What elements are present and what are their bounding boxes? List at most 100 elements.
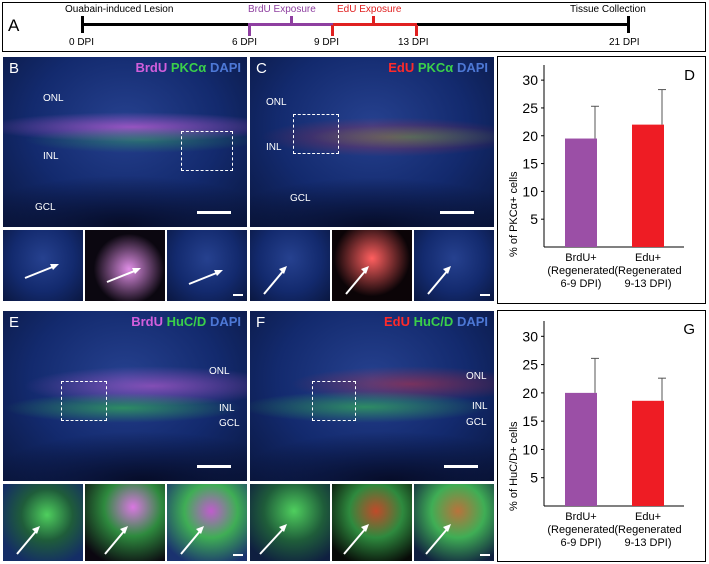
chart-d-ytick-label-2: 15 xyxy=(522,156,538,172)
inset-b-3 xyxy=(166,229,248,302)
huc-band xyxy=(3,393,243,423)
arrow-icon xyxy=(104,526,128,555)
chart-g-bar-1 xyxy=(632,400,664,506)
inset-scale-bar-b xyxy=(233,294,243,296)
micrograph-f: F EdU HuC/D DAPI ONL INL GCL xyxy=(249,310,495,482)
arrow-icon xyxy=(106,268,141,283)
timeline-tick-brdu-mid xyxy=(290,16,293,24)
timeline-tick-0 xyxy=(81,16,84,33)
panel-c-letter: C xyxy=(256,60,267,77)
chart-d-letter: D xyxy=(684,67,695,84)
chart-g-category-label-0-0: BrdU+ xyxy=(565,511,597,523)
layer-gcl-f: GCL xyxy=(466,417,487,428)
layer-onl-e: ONL xyxy=(209,366,230,377)
layer-onl-c: ONL xyxy=(266,97,287,108)
arrow-icon xyxy=(16,526,40,555)
timeline-tick-label-13: 13 DPI xyxy=(398,37,429,48)
arrow-icon xyxy=(259,524,287,555)
panel-f-stain-2: HuC/D xyxy=(413,314,454,329)
panel-b-stain-2: PKCα xyxy=(170,60,207,75)
scale-bar-f xyxy=(444,465,478,468)
edu-cell-band xyxy=(260,117,494,157)
layer-inl-e: INL xyxy=(219,403,235,414)
arrow-icon xyxy=(24,264,59,279)
inset-f-3 xyxy=(413,483,495,562)
chart-g-category-label-1-1: (Regenerated xyxy=(614,524,681,536)
layer-gcl-c: GCL xyxy=(290,193,311,204)
inset-region-b xyxy=(181,131,233,171)
panel-f-letter: F xyxy=(256,314,266,331)
panel-f-stains: EdU HuC/D DAPI xyxy=(384,314,488,329)
timeline-tick-13 xyxy=(415,25,418,36)
timeline-tick-label-21: 21 DPI xyxy=(609,37,640,48)
timeline-tick-label-0: 0 DPI xyxy=(69,37,95,48)
scale-bar-b xyxy=(197,211,231,214)
panel-b-stains: BrdU PKCα DAPI xyxy=(135,60,241,75)
micrograph-c: C EdU PKCα DAPI ONL INL GCL xyxy=(249,56,495,228)
panel-b-letter: B xyxy=(9,60,20,77)
chart-g-category-label-1-0: Edu+ xyxy=(635,511,661,523)
inset-c-2 xyxy=(331,229,413,302)
chart-d-panel: D % of PKCα+ cells 5 10 15 20 25 30 BrdU+ (Rege… xyxy=(497,56,706,304)
inset-region-f xyxy=(312,381,356,421)
inset-c-1 xyxy=(249,229,331,302)
panel-f-stain-3: DAPI xyxy=(456,314,488,329)
timeline-tick-9 xyxy=(331,25,334,36)
chart-g-ytick-label-3: 20 xyxy=(522,385,538,401)
inset-c-3 xyxy=(413,229,495,302)
inset-region-c xyxy=(293,114,339,154)
timeline-exposure-edu xyxy=(333,23,417,26)
micrograph-e: E BrdU HuC/D DAPI ONL INL GCL xyxy=(2,310,248,482)
huc-band xyxy=(250,391,490,423)
scale-bar-c xyxy=(440,211,474,214)
inset-f-1 xyxy=(249,483,331,562)
gcl-dark-region xyxy=(250,431,494,481)
brdu-cell-band xyxy=(3,112,247,142)
timeline-tick-edu-mid xyxy=(372,16,375,24)
arrow-icon xyxy=(180,526,204,555)
chart-d-category-label-0-0: BrdU+ xyxy=(565,252,597,264)
timeline-tick-21 xyxy=(627,16,630,33)
chart-d-category-label-1-0: Edu+ xyxy=(635,252,661,264)
gcl-dark-region xyxy=(3,175,247,227)
micrograph-b: B BrdU PKCα DAPI ONL INL GCL xyxy=(2,56,248,228)
inset-b-2 xyxy=(84,229,166,302)
inset-e-3 xyxy=(166,483,248,562)
panel-b-stain-3: DAPI xyxy=(209,60,241,75)
chart-d-category-label-1-2: 9-13 DPI) xyxy=(624,278,671,290)
arrow-icon xyxy=(343,524,369,555)
panel-e-letter: E xyxy=(9,314,20,331)
panel-c-stain-3: DAPI xyxy=(456,60,488,75)
chart-g-category-label-0-2: 6-9 DPI) xyxy=(561,537,602,549)
inset-e-1 xyxy=(2,483,84,562)
chart-g-panel: G % of HuC/D+ cells 5 10 15 20 25 30 BrdU+ (Reg… xyxy=(497,310,706,562)
arrow-icon xyxy=(427,266,451,295)
chart-g-category-label-0-1: (Regenerated xyxy=(547,524,614,536)
layer-inl-c: INL xyxy=(266,142,282,153)
timeline-exposure-brdu xyxy=(248,23,333,26)
chart-g-ytick-label-2: 15 xyxy=(522,413,538,429)
layer-onl-b: ONL xyxy=(43,93,64,104)
timeline-event-brdu: BrdU Exposure xyxy=(248,4,316,15)
chart-d-ytick-label-3: 20 xyxy=(522,128,538,144)
chart-g-letter: G xyxy=(683,321,695,338)
inset-f-2 xyxy=(331,483,413,562)
inset-region-e xyxy=(61,381,107,421)
chart-d-ytick-label-4: 25 xyxy=(522,100,538,116)
layer-gcl-b: GCL xyxy=(35,202,56,213)
panel-f-stain-1: EdU xyxy=(383,314,410,329)
chart-d-category-label-1-1: (Regenerated xyxy=(614,265,681,277)
layer-inl-f: INL xyxy=(472,401,488,412)
chart-d-bar-0 xyxy=(565,138,597,247)
layer-onl-f: ONL xyxy=(466,371,487,382)
panel-e-stain-1: BrdU xyxy=(131,314,163,329)
timeline-tick-label-9: 9 DPI xyxy=(314,37,340,48)
chart-g-ytick-label-1: 10 xyxy=(522,441,538,457)
chart-d-ytick-label-5: 30 xyxy=(522,72,538,88)
timeline-panel: A Ouabain-induced Lesion BrdU Exposure E… xyxy=(2,2,706,52)
scale-bar-e xyxy=(197,465,231,468)
panel-c-stain-1: EdU xyxy=(388,60,415,75)
chart-d-bar-1 xyxy=(632,124,664,247)
layer-gcl-e: GCL xyxy=(219,418,240,429)
